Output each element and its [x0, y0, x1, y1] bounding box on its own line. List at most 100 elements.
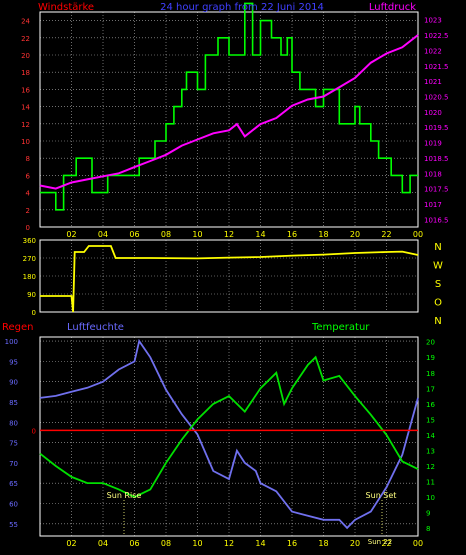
temperature-tick-13: 13: [426, 447, 435, 455]
temperature-tick-16: 16: [426, 401, 435, 409]
temperature-tick-18: 18: [426, 370, 435, 378]
top-x-tick-16: 16: [287, 230, 297, 239]
sunset-label: Sun Set: [366, 491, 397, 500]
chart-title: 24 hour graph from 22 Juni 2014: [160, 2, 324, 13]
pressure-tick-1018: 1018: [424, 170, 442, 178]
bottom-x-tick-02: 02: [66, 539, 76, 548]
bottom-x-tick-12: 12: [224, 539, 234, 548]
top-x-tick-04: 04: [98, 230, 108, 239]
panel0-frame: [39, 11, 419, 228]
pressure-tick-1021: 1021: [424, 78, 442, 86]
top-x-tick-10: 10: [192, 230, 202, 239]
bottom-x-tick-16: 16: [287, 539, 297, 548]
bottom-temperature-label: Temperatur: [311, 322, 370, 333]
wind-tick-22: 22: [21, 35, 30, 43]
pressure-tick-1020: 1020: [424, 109, 442, 117]
top-x-tick-14: 14: [255, 230, 265, 239]
temperature-tick-11: 11: [426, 479, 435, 487]
humidity-tick-85: 85: [9, 399, 18, 407]
series-line-wind-speed: [40, 2, 418, 211]
bottom-x-tick-06: 06: [129, 539, 139, 548]
humidity-tick-75: 75: [9, 440, 18, 448]
humidity-tick-95: 95: [9, 358, 18, 366]
bottom-humidity-label: Luftfeuchte: [67, 322, 124, 333]
pressure-tick-1022.5: 1022.5: [424, 32, 449, 40]
header-right-label: Luftdruck: [369, 2, 416, 13]
humidity-tick-100: 100: [5, 338, 18, 346]
temperature-tick-15: 15: [426, 416, 435, 424]
humidity-tick-60: 60: [9, 501, 18, 509]
top-x-tick-20: 20: [350, 230, 360, 239]
bottom-rain-label: Regen: [2, 322, 34, 333]
temperature-tick-12: 12: [426, 463, 435, 471]
top-x-tick-18: 18: [318, 230, 328, 239]
wind-tick-12: 12: [21, 121, 30, 129]
series-line-wind-direction: [40, 245, 419, 313]
top-x-tick-22: 22: [381, 230, 391, 239]
temperature-tick-10: 10: [426, 494, 435, 502]
wind-tick-16: 16: [21, 86, 30, 94]
humidity-tick-90: 90: [9, 379, 18, 387]
top-x-tick-06: 06: [129, 230, 139, 239]
bottom-x-tick-00: 00: [413, 539, 423, 548]
wind-tick-24: 24: [21, 18, 30, 26]
rain-tick-0: 0: [32, 427, 36, 435]
compass-label-2: S: [435, 279, 441, 290]
pressure-tick-1017.5: 1017.5: [424, 186, 449, 194]
series-line-humidity: [39, 338, 419, 530]
bottom-x-tick-10: 10: [192, 539, 202, 548]
direction-tick-270: 270: [23, 255, 36, 263]
top-x-tick-02: 02: [66, 230, 76, 239]
pressure-tick-1023: 1023: [424, 17, 442, 25]
direction-tick-90: 90: [27, 291, 36, 299]
compass-label-3: O: [434, 298, 442, 309]
wind-tick-14: 14: [21, 104, 30, 112]
wind-tick-18: 18: [21, 69, 30, 77]
sunrise-label: Sun Rise: [107, 491, 142, 500]
bottom-x-tick-18: 18: [318, 539, 328, 548]
pressure-tick-1020.5: 1020.5: [424, 93, 449, 101]
wind-tick-4: 4: [26, 190, 31, 198]
temperature-tick-14: 14: [426, 432, 435, 440]
direction-tick-0: 0: [32, 309, 36, 317]
pressure-tick-1019.5: 1019.5: [424, 124, 449, 132]
wind-tick-0: 0: [26, 224, 30, 232]
direction-tick-360: 360: [23, 237, 36, 245]
temperature-tick-17: 17: [426, 385, 435, 393]
temperature-tick-8: 8: [426, 525, 430, 533]
compass-label-0: N: [434, 242, 441, 253]
pressure-tick-1018.5: 1018.5: [424, 155, 449, 163]
header-left-label: Windstärke: [38, 2, 94, 13]
top-x-tick-00: 00: [413, 230, 423, 239]
bottom-x-tick-20: 20: [350, 539, 360, 548]
panel1-frame: [39, 239, 419, 313]
series-line-pressure: [39, 34, 419, 190]
temperature-tick-9: 9: [426, 510, 430, 518]
humidity-tick-55: 55: [9, 521, 18, 529]
pressure-tick-1022: 1022: [424, 47, 442, 55]
pressure-tick-1017: 1017: [424, 201, 442, 209]
wind-tick-10: 10: [21, 138, 30, 146]
series-line-temperature: [39, 355, 419, 499]
compass-label-1: W: [433, 261, 443, 272]
top-x-tick-08: 08: [161, 230, 171, 239]
pressure-tick-1021.5: 1021.5: [424, 63, 449, 71]
pressure-tick-1016.5: 1016.5: [424, 216, 449, 224]
bottom-right-label: Sun 22: [368, 538, 392, 546]
bottom-x-tick-08: 08: [161, 539, 171, 548]
temperature-tick-20: 20: [426, 339, 435, 347]
humidity-tick-70: 70: [9, 460, 18, 468]
panel2-frame: [39, 336, 419, 537]
top-x-tick-12: 12: [224, 230, 234, 239]
humidity-tick-65: 65: [9, 480, 18, 488]
humidity-tick-80: 80: [9, 419, 18, 427]
temperature-tick-19: 19: [426, 354, 435, 362]
pressure-tick-1019: 1019: [424, 140, 442, 148]
compass-label-4: N: [434, 316, 441, 327]
bottom-x-tick-22: 22: [381, 539, 391, 548]
bottom-x-tick-14: 14: [255, 539, 265, 548]
wind-tick-8: 8: [26, 155, 30, 163]
direction-tick-180: 180: [23, 273, 36, 281]
wind-tick-6: 6: [26, 172, 31, 180]
